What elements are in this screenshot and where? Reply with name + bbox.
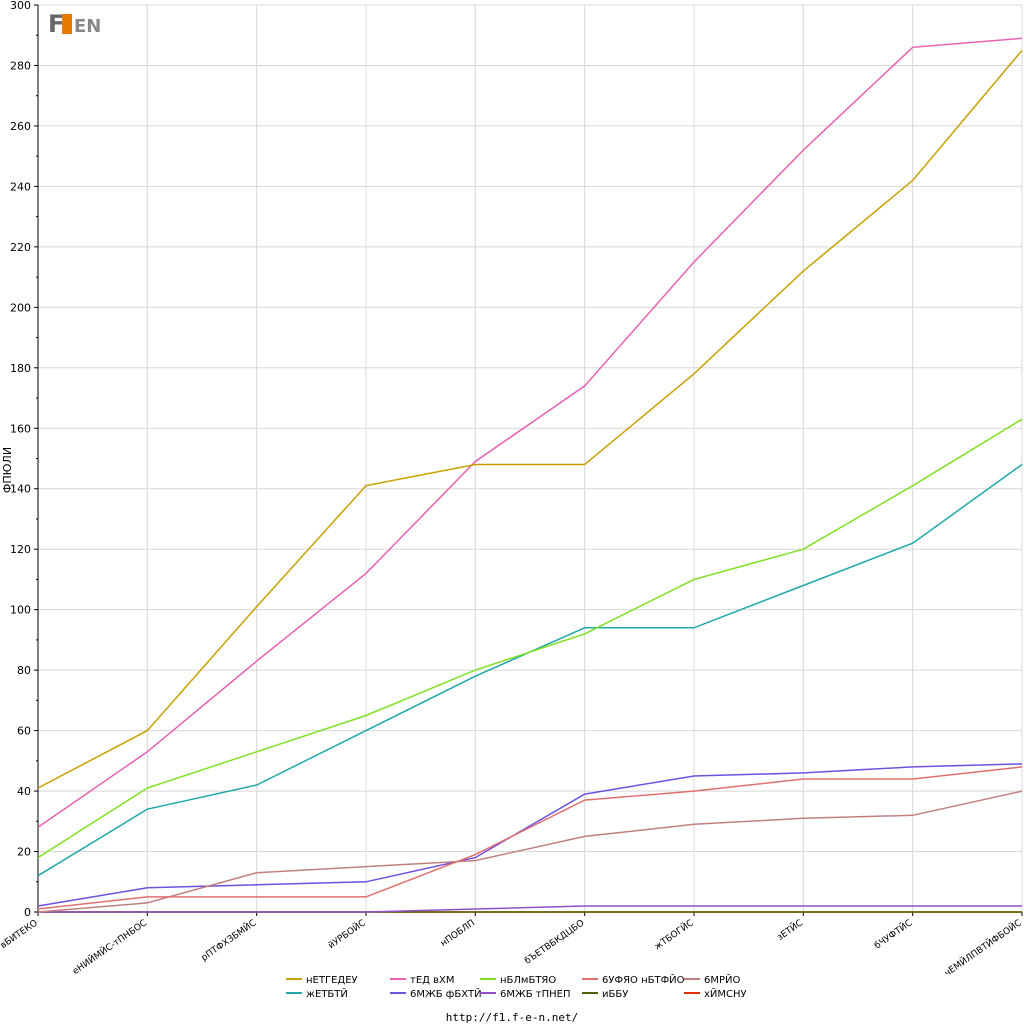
x-tick-label: бЧУФТЙС — [872, 917, 914, 952]
f1en-logo: F EN — [48, 8, 101, 38]
y-tick-label: 20 — [17, 846, 31, 859]
y-axis-ticks: 0 20 40 60 80 100 120 140 160 180 200 220 240 260 280 3… — [10, 0, 38, 919]
y-tick-label: 260 — [10, 120, 31, 133]
x-axis-ticks: вБИТЕКО еНИЙМЙС-тПНБОС рПТФХЗБМЙС йУРБОЙС нП… — [0, 912, 1024, 979]
x-tick-label: жТБОГЙС — [652, 917, 696, 953]
legend-label: иББУ — [602, 989, 628, 1000]
series-lines — [37, 37, 1023, 913]
series-line — [37, 766, 1023, 910]
source-url: http://f1.f-e-n.net/ — [446, 1011, 578, 1024]
x-tick-label: рПТФХЗБМЙС — [199, 917, 259, 964]
y-tick-label: 220 — [10, 241, 31, 254]
legend-label: 6МРЙО — [704, 973, 741, 986]
svg-text:EN: EN — [74, 16, 101, 37]
y-axis-label: ФПЮЛИ — [1, 447, 14, 493]
legend-label: тЕД вХМ — [410, 975, 455, 986]
legend: нЕТГЕДЕУ тЕД вХМ нБЛмБТЯО 6УФЯО нБТФЙО 6МРЙО… — [286, 973, 747, 1000]
y-tick-label: 40 — [17, 785, 31, 798]
legend-label: нЕТГЕДЕУ — [306, 975, 358, 986]
series-line — [37, 49, 1023, 789]
legend-label: жЕТБТЙ — [306, 987, 348, 1000]
x-tick-label: нПОБЛП — [439, 918, 477, 949]
y-tick-label: 280 — [10, 59, 31, 72]
x-tick-label: бЪЕТВБКДЦБО — [523, 918, 586, 966]
grid-lines — [37, 4, 1023, 913]
legend-label: 6МЖБ фБХТЙ — [410, 987, 482, 1000]
series-line — [37, 418, 1023, 859]
y-tick-label: 200 — [10, 301, 31, 314]
svg-text:F: F — [48, 10, 64, 38]
y-tick-label: 160 — [10, 422, 31, 435]
legend-label: хЙМСНУ — [704, 987, 747, 1000]
x-tick-label: йУРБОЙС — [326, 917, 368, 952]
y-tick-label: 120 — [10, 543, 31, 556]
x-tick-label: еНИЙМЙС-тПНБОС — [70, 917, 149, 977]
x-tick-label: чЕМЙЛПВТЙФБОЙС — [942, 917, 1024, 979]
y-tick-label: 300 — [10, 0, 31, 12]
legend-label: 6УФЯО нБТФЙО — [602, 973, 685, 986]
legend-label: нБЛмБТЯО — [500, 975, 556, 986]
x-tick-label: зЕТЙС — [774, 917, 805, 943]
y-tick-label: 80 — [17, 664, 31, 677]
y-tick-label: 240 — [10, 180, 31, 193]
y-tick-label: 60 — [17, 725, 31, 738]
y-tick-label: 140 — [10, 483, 31, 496]
series-line — [37, 37, 1023, 828]
series-line — [37, 790, 1023, 913]
series-line — [37, 763, 1023, 907]
y-tick-label: 0 — [24, 906, 31, 919]
y-tick-label: 100 — [10, 604, 31, 617]
series-line — [38, 905, 1022, 913]
x-tick-label: вБИТЕКО — [0, 918, 40, 951]
legend-label: 6МЖБ тПНЕП — [500, 989, 571, 1000]
y-tick-label: 180 — [10, 362, 31, 375]
